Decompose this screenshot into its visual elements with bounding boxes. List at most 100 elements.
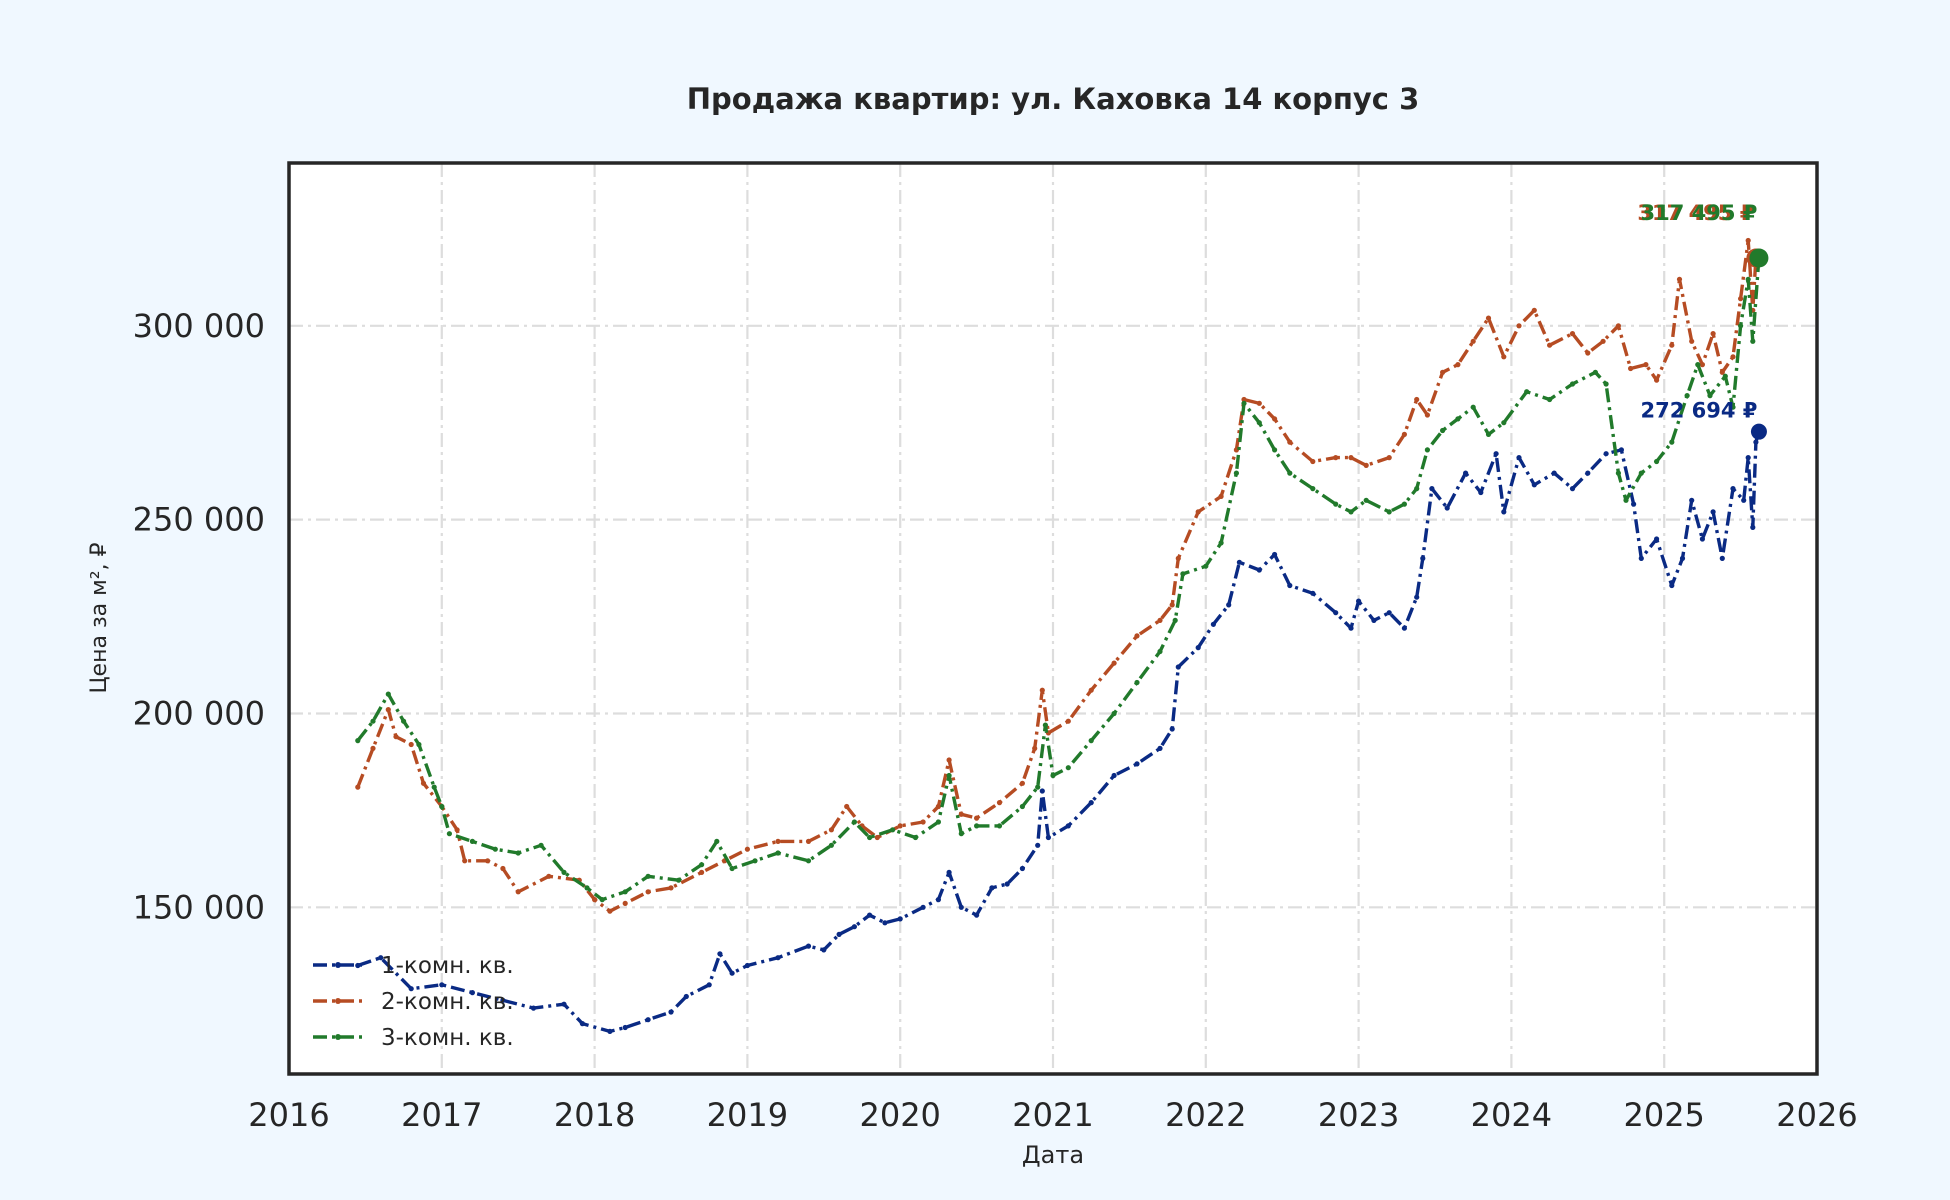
endpoint-marker-1-комн. [1750, 423, 1767, 440]
data-point [1485, 431, 1492, 437]
legend-marker [335, 998, 341, 1004]
data-point [1738, 323, 1744, 329]
data-point [408, 741, 414, 748]
data-point [1134, 633, 1140, 639]
data-point [1424, 447, 1430, 453]
data-point [645, 1017, 651, 1023]
data-point [439, 803, 445, 810]
y-tick-label: 300 000 [133, 307, 265, 345]
data-point [974, 823, 980, 829]
legend-label: 2-комн. кв. [381, 989, 514, 1015]
data-point [1429, 486, 1435, 492]
data-point [1310, 590, 1316, 596]
data-point [1236, 559, 1242, 565]
data-point [1348, 509, 1354, 515]
data-point [920, 819, 926, 825]
data-point [1414, 486, 1420, 492]
x-tick-label: 2022 [1165, 1096, 1246, 1134]
x-tick-label: 2017 [401, 1096, 482, 1134]
data-point [974, 815, 980, 821]
data-point [462, 858, 468, 864]
y-axis-ticks: 150 000 200 000 250 000 300 000 [133, 307, 265, 926]
data-point [1401, 431, 1407, 437]
data-point [1386, 509, 1392, 515]
data-point [1175, 555, 1181, 562]
data-point [1175, 664, 1181, 670]
data-point [946, 772, 952, 779]
data-point [1035, 842, 1041, 848]
data-point [1676, 276, 1683, 282]
data-point [1745, 276, 1751, 282]
data-point [1516, 455, 1522, 461]
data-point [1363, 497, 1369, 503]
data-point [1111, 772, 1117, 779]
data-point [1547, 396, 1553, 403]
data-point [1348, 625, 1354, 631]
data-point [1401, 501, 1407, 507]
data-point [607, 1028, 613, 1034]
data-point [1172, 617, 1178, 624]
x-tick-label: 2021 [1012, 1096, 1093, 1134]
data-point [446, 831, 452, 837]
data-point [729, 970, 735, 976]
data-point [515, 889, 521, 895]
data-point [935, 897, 942, 903]
data-point [1032, 745, 1038, 752]
data-point [1753, 439, 1759, 445]
x-tick-label: 2019 [707, 1096, 788, 1134]
data-point [1478, 489, 1484, 496]
data-point [1738, 296, 1744, 302]
data-point [1707, 393, 1713, 399]
data-point [1618, 447, 1624, 453]
data-point [1745, 237, 1751, 244]
x-tick-label: 2026 [1776, 1096, 1857, 1134]
data-point [1603, 451, 1609, 457]
data-point [645, 873, 651, 879]
data-point [1386, 610, 1392, 616]
data-point [821, 947, 827, 953]
x-axis-ticks: 2016 2017 2018 2019 2020 2021 2022 2023 2024 2025… [248, 1096, 1857, 1134]
data-point [370, 745, 376, 752]
data-point [1699, 536, 1705, 542]
data-point [1256, 567, 1262, 573]
data-point [714, 838, 720, 845]
data-point [607, 908, 613, 914]
endpoint-label-1-комн.: 272 694 ₽ [1640, 399, 1757, 423]
data-point [1631, 501, 1637, 507]
data-point [1444, 505, 1450, 511]
data-point [1654, 536, 1660, 542]
data-point [1710, 331, 1716, 337]
data-point [515, 850, 521, 856]
data-point [622, 1024, 628, 1031]
data-point [958, 811, 964, 817]
data-point [1569, 381, 1576, 387]
data-point [744, 962, 751, 969]
legend-marker [335, 1034, 341, 1040]
data-point [1065, 718, 1071, 724]
data-point [1042, 722, 1048, 728]
data-point [1470, 404, 1476, 410]
data-point [1195, 645, 1201, 651]
data-point [1363, 462, 1369, 468]
plot-frame [287, 161, 1819, 1076]
data-point [378, 955, 384, 961]
data-point [561, 1001, 567, 1007]
data-point [355, 738, 361, 744]
data-point [1569, 486, 1576, 492]
legend: 1-комн. кв. 2-комн. кв. 3-комн. кв. [313, 953, 514, 1051]
data-point [958, 904, 964, 910]
data-point [1551, 470, 1557, 476]
data-point [775, 850, 781, 856]
data-point [492, 846, 498, 852]
data-point [530, 1005, 537, 1011]
data-point [1463, 470, 1469, 476]
data-point [599, 897, 605, 903]
data-point [1241, 396, 1247, 403]
data-point [897, 916, 903, 922]
x-tick-label: 2018 [554, 1096, 635, 1134]
grid-lines [289, 163, 1817, 1074]
data-point [645, 889, 651, 895]
data-point [584, 885, 590, 891]
data-point [454, 827, 460, 833]
